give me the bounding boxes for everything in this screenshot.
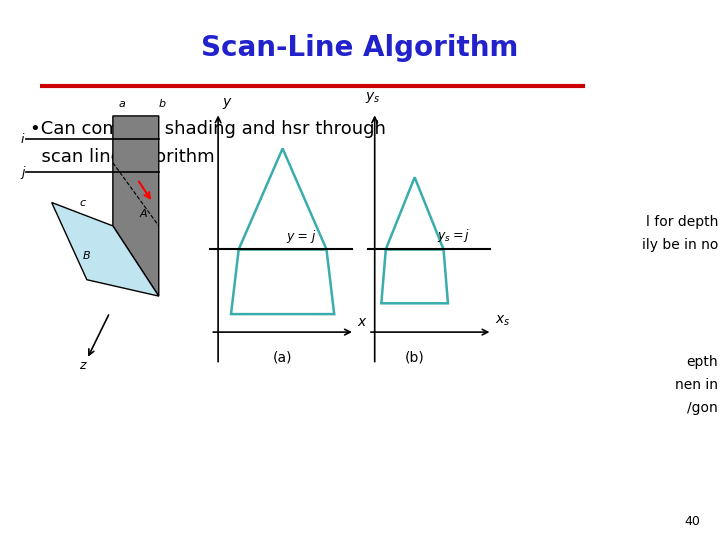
Text: $y_s = j$: $y_s = j$	[437, 226, 470, 244]
Text: (b): (b)	[405, 350, 425, 365]
Text: a: a	[119, 99, 125, 109]
Text: 40: 40	[684, 515, 700, 528]
Text: scan line algorithm: scan line algorithm	[30, 148, 215, 166]
Text: y = j: y = j	[286, 230, 315, 244]
Polygon shape	[52, 202, 159, 296]
Text: $x_s$: $x_s$	[495, 314, 510, 328]
Text: Scan-Line Algorithm: Scan-Line Algorithm	[202, 34, 518, 62]
Text: y: y	[222, 95, 230, 109]
Text: z: z	[79, 359, 86, 372]
Text: (a): (a)	[273, 350, 292, 365]
Text: $y_s$: $y_s$	[365, 90, 380, 105]
Text: x: x	[357, 314, 366, 328]
Text: nen in: nen in	[675, 378, 718, 392]
Text: c: c	[79, 198, 86, 207]
Text: A: A	[140, 209, 148, 219]
Text: •Can combine shading and hsr through: •Can combine shading and hsr through	[30, 120, 386, 138]
Text: b: b	[158, 99, 166, 109]
Text: j: j	[21, 166, 24, 179]
Text: i: i	[21, 133, 24, 146]
Text: l for depth: l for depth	[646, 215, 718, 229]
Text: /gon: /gon	[688, 401, 718, 415]
Text: B: B	[83, 251, 91, 261]
Text: epth: epth	[686, 355, 718, 369]
Polygon shape	[113, 116, 159, 296]
Text: ily be in no: ily be in no	[642, 238, 718, 252]
